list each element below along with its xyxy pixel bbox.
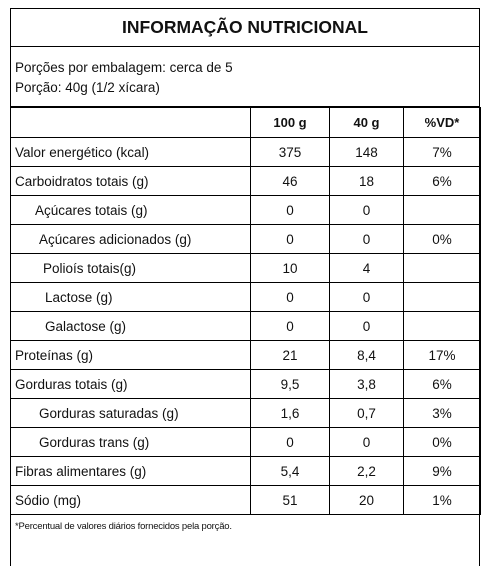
value-per-100g: 0 <box>250 311 330 341</box>
value-per-40g: 0 <box>329 195 404 225</box>
nutrient-name: Fibras alimentares (g) <box>10 456 251 486</box>
table-row: Sódio (mg) 51 20 1% <box>10 485 481 515</box>
table-row: Galactose (g) 0 0 <box>10 311 481 341</box>
nutrient-name: Açúcares adicionados (g) <box>10 224 251 254</box>
daily-value <box>403 311 481 341</box>
nutrient-name: Lactose (g) <box>10 282 251 312</box>
table-row: Gorduras saturadas (g) 1,6 0,7 3% <box>10 398 481 428</box>
table-row: Valor energético (kcal) 375 148 7% <box>10 137 481 167</box>
portion-size: Porção: 40g (1/2 xícara) <box>15 80 160 95</box>
table-row: Polioís totais(g) 10 4 <box>10 253 481 283</box>
value-per-40g: 148 <box>329 137 404 167</box>
value-per-100g: 0 <box>250 224 330 254</box>
portion-info: Porções por embalagem: cerca de 5 Porção… <box>11 47 479 107</box>
table-row: Lactose (g) 0 0 <box>10 282 481 312</box>
daily-value <box>403 253 481 283</box>
header-daily-value: %VD* <box>403 107 481 138</box>
nutrient-name: Gorduras saturadas (g) <box>10 398 251 428</box>
nutrition-facts-label: INFORMAÇÃO NUTRICIONAL Porções por embal… <box>10 8 481 566</box>
footnote: *Percentual de valores diários fornecido… <box>15 521 232 532</box>
value-per-40g: 2,2 <box>329 456 404 486</box>
value-per-40g: 4 <box>329 253 404 283</box>
daily-value: 3% <box>403 398 481 428</box>
table-row: Gorduras totais (g) 9,5 3,8 6% <box>10 369 481 399</box>
value-per-40g: 0 <box>329 224 404 254</box>
daily-value: 1% <box>403 485 481 515</box>
nutrient-name: Proteínas (g) <box>10 340 251 370</box>
value-per-100g: 0 <box>250 427 330 457</box>
header-row: 100 g 40 g %VD* <box>10 107 481 138</box>
nutrient-name: Açúcares totais (g) <box>10 195 251 225</box>
value-per-40g: 3,8 <box>329 369 404 399</box>
value-per-100g: 46 <box>250 166 330 196</box>
value-per-40g: 0,7 <box>329 398 404 428</box>
label-title: INFORMAÇÃO NUTRICIONAL <box>11 9 479 47</box>
value-per-100g: 10 <box>250 253 330 283</box>
daily-value: 7% <box>403 137 481 167</box>
value-per-100g: 21 <box>250 340 330 370</box>
table-row: Açúcares totais (g) 0 0 <box>10 195 481 225</box>
value-per-100g: 1,6 <box>250 398 330 428</box>
value-per-40g: 0 <box>329 282 404 312</box>
daily-value: 6% <box>403 369 481 399</box>
daily-value: 0% <box>403 224 481 254</box>
table-row: Açúcares adicionados (g) 0 0 0% <box>10 224 481 254</box>
value-per-40g: 8,4 <box>329 340 404 370</box>
daily-value: 0% <box>403 427 481 457</box>
daily-value <box>403 195 481 225</box>
daily-value: 6% <box>403 166 481 196</box>
table-row: Carboidratos totais (g) 46 18 6% <box>10 166 481 196</box>
nutrient-name: Valor energético (kcal) <box>10 137 251 167</box>
value-per-100g: 0 <box>250 195 330 225</box>
header-per-100g: 100 g <box>250 107 330 138</box>
portions-per-package: Porções por embalagem: cerca de 5 <box>15 60 233 75</box>
nutrient-name: Sódio (mg) <box>10 485 251 515</box>
header-nutrient <box>10 107 251 138</box>
nutrient-name: Gorduras totais (g) <box>10 369 251 399</box>
nutrient-name: Galactose (g) <box>10 311 251 341</box>
value-per-40g: 20 <box>329 485 404 515</box>
table-row: Fibras alimentares (g) 5,4 2,2 9% <box>10 456 481 486</box>
value-per-100g: 51 <box>250 485 330 515</box>
nutrient-name: Carboidratos totais (g) <box>10 166 251 196</box>
daily-value <box>403 282 481 312</box>
table-row: Gorduras trans (g) 0 0 0% <box>10 427 481 457</box>
value-per-100g: 375 <box>250 137 330 167</box>
value-per-40g: 18 <box>329 166 404 196</box>
value-per-100g: 0 <box>250 282 330 312</box>
header-per-40g: 40 g <box>329 107 404 138</box>
nutrient-name: Polioís totais(g) <box>10 253 251 283</box>
daily-value: 9% <box>403 456 481 486</box>
value-per-100g: 9,5 <box>250 369 330 399</box>
value-per-40g: 0 <box>329 427 404 457</box>
nutrition-table: 100 g 40 g %VD* Valor energético (kcal) … <box>10 107 481 515</box>
daily-value: 17% <box>403 340 481 370</box>
value-per-100g: 5,4 <box>250 456 330 486</box>
value-per-40g: 0 <box>329 311 404 341</box>
table-row: Proteínas (g) 21 8,4 17% <box>10 340 481 370</box>
nutrient-name: Gorduras trans (g) <box>10 427 251 457</box>
